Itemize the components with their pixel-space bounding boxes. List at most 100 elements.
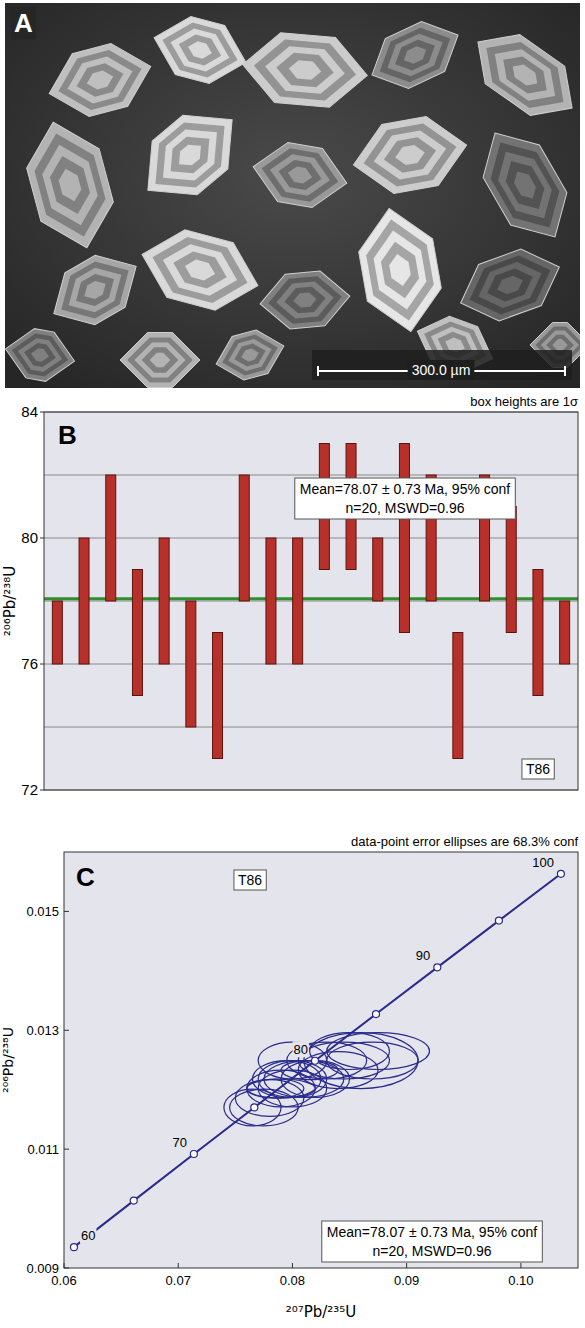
zircon: [133, 221, 267, 320]
age-label: 90: [416, 948, 430, 963]
zoning-band: [401, 43, 429, 66]
tick: [40, 538, 44, 539]
error-box: [293, 538, 303, 664]
error-ellipse: [327, 1033, 430, 1070]
zoning-band: [56, 166, 84, 204]
zoning-band: [359, 119, 462, 192]
error-ellipse: [247, 1079, 316, 1098]
tick-label: 0.10: [508, 1273, 533, 1288]
zircon: [120, 333, 200, 388]
tick-label: 80: [21, 529, 38, 546]
zoning-band: [488, 141, 562, 228]
tick-label: 72: [21, 781, 38, 798]
zoning-band: [52, 43, 149, 117]
scale-bar-end: [317, 366, 319, 376]
tick: [64, 1149, 69, 1150]
zoning-band: [369, 226, 430, 313]
x-axis-title: ²⁰⁷Pb/²³⁵U: [286, 1303, 357, 1321]
zircons: [5, 9, 580, 388]
y-axis-title: ²⁰⁶Pb/²³⁸U: [1, 566, 19, 637]
zoning-band: [275, 280, 335, 320]
age-label: 60: [81, 1228, 95, 1243]
age-marker: [312, 1057, 319, 1064]
zoning-band: [472, 255, 548, 314]
panel-c: 0.060.070.080.090.100.0090.0110.0130.015…: [0, 834, 578, 1321]
error-box: [506, 507, 516, 633]
zoning-band: [472, 28, 577, 122]
zircon: [5, 324, 79, 385]
error-box: [52, 601, 62, 664]
zoning-band: [80, 277, 109, 303]
zoning-band: [477, 129, 572, 241]
panel-a: 300.0 µmA: [1, 3, 585, 388]
zoning-band: [257, 144, 342, 206]
zoning-band: [370, 18, 460, 92]
zircon: [450, 239, 569, 331]
zircon: [146, 9, 253, 92]
tick: [406, 1263, 407, 1268]
zoning-band: [125, 93, 254, 217]
zoning-band: [186, 39, 214, 60]
zoning-band: [461, 247, 559, 323]
zircon: [248, 137, 352, 213]
age-marker: [434, 964, 441, 971]
plot-frame: [64, 852, 578, 1268]
zoning-band: [352, 202, 448, 338]
tick: [178, 1263, 179, 1268]
annotation: Mean=78.07 ± 0.73 Ma, 95% conf: [300, 481, 511, 497]
zoning-band: [169, 247, 231, 292]
zircon: [467, 117, 580, 253]
tick: [40, 790, 44, 791]
zoning-band: [394, 143, 427, 166]
panel-label: A: [14, 8, 33, 38]
zoning-band: [275, 51, 335, 88]
zoning-band: [283, 286, 326, 315]
zircon: [17, 113, 123, 258]
zoning-band: [232, 341, 268, 369]
tick-label: 0.009: [26, 1261, 59, 1276]
age-marker: [130, 1197, 137, 1204]
age-marker: [495, 917, 502, 924]
zircon: [210, 324, 289, 386]
error-ellipse: [230, 1089, 299, 1126]
y-axis-title: ²⁰⁶Pb/²³⁸U: [0, 1027, 16, 1093]
error-box: [186, 601, 196, 727]
zoning-band: [8, 330, 72, 380]
zoning-band: [210, 324, 289, 386]
zoning-band: [276, 158, 324, 193]
zoning-band: [150, 353, 171, 367]
tick-label: 0.011: [27, 1142, 59, 1157]
label-background: [293, 1041, 309, 1057]
annotation: n=20, MSWD=0.96: [345, 500, 464, 516]
zircon: [41, 35, 159, 125]
zoning-band: [240, 30, 371, 111]
zircon: [258, 269, 352, 332]
tick-label: 84: [21, 403, 38, 420]
zoning-band: [293, 292, 318, 308]
zoning-band: [508, 60, 542, 90]
age-label: 80: [294, 1042, 308, 1057]
zoning-band: [378, 239, 422, 302]
zoning-band: [251, 37, 358, 103]
zoning-band: [22, 341, 58, 369]
zoning-band: [69, 267, 121, 313]
zoning-band: [266, 274, 343, 325]
zoning-band: [36, 139, 104, 232]
zoning-band: [461, 17, 580, 132]
scale-bar-end: [564, 366, 566, 376]
tick: [40, 412, 44, 413]
panel-label: C: [76, 862, 95, 892]
label-background: [522, 759, 554, 779]
zircon: [360, 10, 469, 100]
grid-line-minor: [44, 475, 578, 476]
error-box: [79, 538, 89, 664]
annotation-box: [322, 1221, 543, 1262]
plot-area: [44, 412, 578, 790]
label-background: [531, 854, 555, 870]
grid-line-minor: [44, 601, 578, 602]
age-label: 100: [532, 855, 554, 870]
zoning-band: [467, 117, 580, 253]
zoning-band: [5, 324, 79, 385]
zoning-band: [380, 26, 450, 84]
zoning-band: [41, 35, 159, 125]
